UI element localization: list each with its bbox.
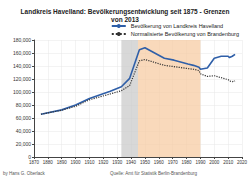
svg-text:1910: 1910 bbox=[84, 160, 95, 165]
svg-text:1870: 1870 bbox=[29, 160, 40, 165]
svg-text:20,000: 20,000 bbox=[16, 141, 32, 147]
svg-text:1880: 1880 bbox=[43, 160, 54, 165]
svg-text:2020: 2020 bbox=[237, 160, 248, 165]
svg-text:1970: 1970 bbox=[168, 160, 179, 165]
svg-text:140,000: 140,000 bbox=[13, 63, 31, 69]
svg-text:100,000: 100,000 bbox=[13, 89, 31, 95]
svg-text:80,000: 80,000 bbox=[16, 102, 32, 108]
svg-text:1950: 1950 bbox=[140, 160, 151, 165]
svg-text:von 2013: von 2013 bbox=[111, 16, 139, 23]
svg-text:by Hans G. Oberlack: by Hans G. Oberlack bbox=[3, 171, 46, 176]
svg-text:120,000: 120,000 bbox=[13, 76, 31, 82]
svg-text:0: 0 bbox=[28, 154, 31, 160]
svg-text:1960: 1960 bbox=[154, 160, 165, 165]
svg-text:2000: 2000 bbox=[209, 160, 220, 165]
svg-text:Normalisierte Bevölkerung von: Normalisierte Bevölkerung von Brandenbur… bbox=[131, 31, 239, 37]
svg-text:1980: 1980 bbox=[182, 160, 193, 165]
svg-text:1990: 1990 bbox=[195, 160, 206, 165]
svg-text:2010: 2010 bbox=[223, 160, 234, 165]
svg-text:1940: 1940 bbox=[126, 160, 137, 165]
svg-text:1930: 1930 bbox=[112, 160, 123, 165]
svg-text:Bevölkerung von Landkreis Have: Bevölkerung von Landkreis Havelland bbox=[131, 23, 223, 29]
svg-text:1920: 1920 bbox=[98, 160, 109, 165]
svg-text:40,000: 40,000 bbox=[16, 128, 32, 134]
svg-text:180,000: 180,000 bbox=[13, 37, 31, 43]
svg-text:60,000: 60,000 bbox=[16, 115, 32, 121]
svg-text:1890: 1890 bbox=[57, 160, 68, 165]
svg-text:Landkreis Havelland: Bevölkeru: Landkreis Havelland: Bevölkerungsentwick… bbox=[21, 8, 230, 16]
svg-text:160,000: 160,000 bbox=[13, 50, 31, 56]
svg-text:Quelle: Amt für Statistik Berl: Quelle: Amt für Statistik Berlin-Branden… bbox=[110, 171, 198, 176]
svg-text:1900: 1900 bbox=[71, 160, 82, 165]
